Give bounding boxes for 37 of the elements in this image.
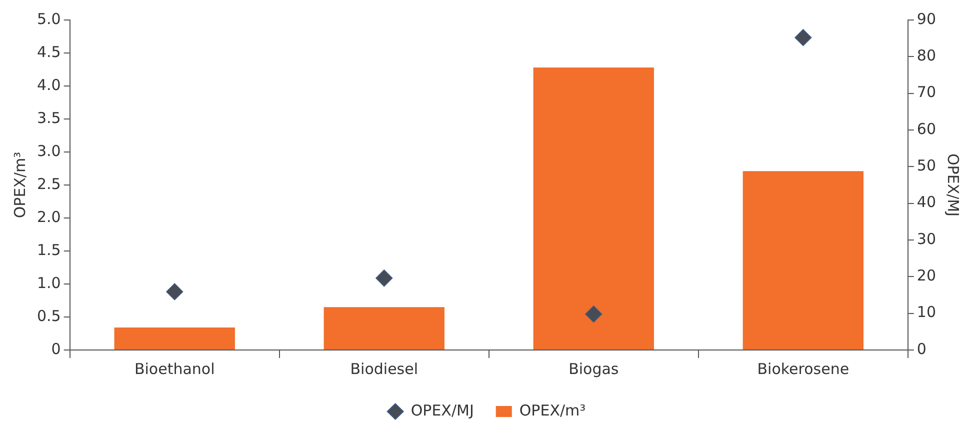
y2-tick-label: 90 [916,10,936,28]
y2-tick-label: 70 [916,83,936,102]
y-tick-label: 2.0 [36,208,61,226]
y2-tick-label: 0 [916,340,926,358]
point [585,306,602,323]
y-tick-label: 1.0 [36,274,61,292]
legend-label: OPEX/MJ [410,401,474,420]
point [794,29,812,46]
bar [114,328,235,350]
y2-tick-label: 40 [916,193,936,212]
x-tick-label: Bioethanol [134,360,215,378]
y2-tick-label: 30 [916,230,936,248]
point [376,270,393,287]
legend-label: OPEX/m³ [519,401,586,420]
x-tick-label: Biodiesel [350,360,418,378]
y-tick-label: 4.0 [36,76,61,94]
point [166,283,184,300]
y-axis-title: OPEX/m³ [10,152,29,218]
y2-axis-title: OPEX/MJ [944,153,962,217]
y2-tick-label: 10 [916,303,936,322]
x-tick-label: Biokerosene [757,360,850,378]
y-tick-label: 0 [51,340,61,358]
y2-tick-label: 80 [916,46,936,65]
y-tick-label: 4.5 [36,42,61,61]
y2-tick-label: 50 [916,156,936,175]
y2-tick-label: 60 [916,120,936,138]
y2-tick-label: 20 [916,266,936,285]
y-tick-label: 3.5 [36,108,61,127]
y-tick-label: 0.5 [36,306,61,325]
y-tick-label: 2.5 [36,174,61,193]
y-tick-label: 1.5 [36,240,61,259]
bar [324,307,444,350]
bar [533,68,654,350]
y-tick-label: 3.0 [36,142,61,160]
x-tick-label: Biogas [568,360,619,378]
y-tick-label: 5.0 [36,10,61,28]
bar [742,171,864,350]
